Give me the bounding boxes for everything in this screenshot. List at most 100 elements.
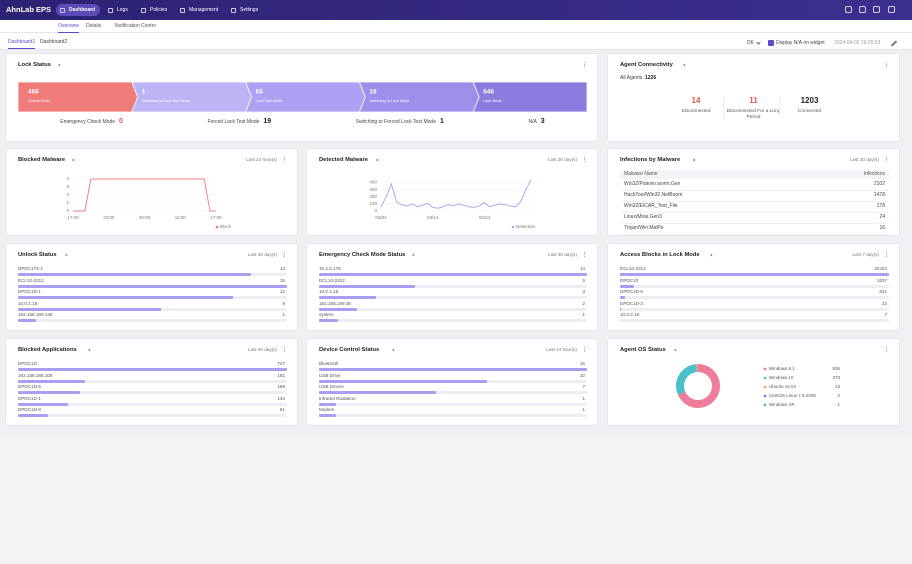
widget-menu[interactable] bbox=[885, 252, 887, 254]
widget-period: Last 30 day(s) bbox=[849, 157, 879, 162]
line-chart: 0 1 2 3 4 17:00 23:00 05:00 11:00 17:00 Block bbox=[66, 176, 231, 229]
widget: Access Blocks in Lock Mode Last 7 day(s) E… bbox=[607, 243, 900, 331]
row-value: 15 bbox=[279, 277, 285, 283]
title-chevron bbox=[709, 253, 713, 257]
nav-item[interactable]: Management bbox=[176, 4, 223, 16]
widget-title[interactable]: Detected Malware bbox=[319, 157, 368, 163]
stat-label: Emergency Check Mode bbox=[60, 118, 116, 125]
stat-label: Switching to Forced Lock Test Mode bbox=[355, 118, 436, 125]
widget-period: Last 30 day(s) bbox=[247, 252, 277, 257]
widget-menu[interactable] bbox=[885, 347, 887, 349]
x-tick-label: 17:00 bbox=[210, 215, 222, 220]
bar-track bbox=[620, 284, 889, 288]
row-value: 81 bbox=[279, 407, 285, 412]
row-label: 10.2.0.178 bbox=[319, 266, 341, 271]
dashboard-tab[interactable]: Dashboard1 bbox=[8, 40, 36, 49]
bar bbox=[18, 391, 81, 394]
row-value: 12 bbox=[279, 289, 285, 294]
row-label: 192.168.185.105 bbox=[18, 372, 53, 378]
dashboard-toolbar: Dashboard1 Dashboard2 D6 Display N/A on wid… bbox=[0, 33, 912, 50]
nav-item[interactable]: Logs bbox=[104, 4, 133, 16]
y-tick-label: 200 bbox=[369, 194, 377, 199]
malware-name: Linux/Mirai.Gen3 bbox=[624, 214, 662, 220]
bar bbox=[18, 414, 48, 417]
widget-menu[interactable] bbox=[283, 252, 285, 254]
sub-nav-item[interactable]: Overview bbox=[58, 24, 79, 33]
widget-menu[interactable] bbox=[283, 157, 285, 159]
lock-segment bbox=[472, 82, 588, 113]
edit-icon[interactable] bbox=[890, 40, 898, 47]
widget-title[interactable]: Device Control Status bbox=[319, 347, 380, 353]
checkbox[interactable] bbox=[768, 40, 774, 46]
segment-label: Switching to Lock Mode bbox=[369, 99, 409, 103]
stat-value: 1 bbox=[439, 118, 444, 125]
widget-period: Last 24 hour(s) bbox=[546, 347, 577, 352]
widget-menu[interactable] bbox=[583, 62, 585, 64]
row-value: 23 bbox=[881, 300, 887, 306]
widget-menu[interactable] bbox=[583, 347, 585, 349]
y-tick-label: 400 bbox=[369, 180, 377, 185]
lock-segment bbox=[131, 82, 253, 113]
widget: Detected Malware Last 30 day(s) 0 100 200 300… bbox=[306, 148, 598, 236]
legend-dot bbox=[763, 367, 767, 371]
header-icon[interactable] bbox=[859, 6, 866, 13]
widget-menu[interactable] bbox=[583, 252, 585, 254]
row-label: 10.0.2.15 bbox=[620, 312, 640, 317]
bar bbox=[620, 284, 634, 288]
widget-menu[interactable] bbox=[885, 62, 887, 64]
infection-count: 2102 bbox=[873, 181, 885, 187]
nav-item[interactable]: Settings bbox=[227, 4, 263, 16]
bar bbox=[18, 307, 162, 311]
legend-dot bbox=[763, 403, 767, 407]
bar bbox=[620, 296, 626, 299]
segment-value: 65 bbox=[256, 89, 264, 96]
widget-title[interactable]: Agent OS Status bbox=[620, 347, 666, 353]
widget-menu[interactable] bbox=[283, 347, 285, 349]
stat-value: 3 bbox=[540, 118, 545, 125]
sub-nav-item[interactable]: Notification Center bbox=[115, 23, 157, 29]
header-icon[interactable] bbox=[845, 6, 852, 13]
sub-nav-item[interactable]: Details bbox=[86, 23, 102, 29]
nav-item[interactable]: Policies bbox=[137, 4, 172, 16]
widget-menu[interactable] bbox=[583, 157, 585, 159]
row-value: 5 bbox=[582, 277, 585, 283]
title-chevron bbox=[57, 63, 61, 67]
stat-label: Disconnected For a Long Period bbox=[726, 109, 781, 120]
bar bbox=[319, 319, 339, 322]
lock-stat: N/A 3 bbox=[528, 118, 544, 125]
select[interactable]: D6 bbox=[747, 40, 754, 46]
lock-stats: Emergency Check Mode 0 Forced Lock Test Mo… bbox=[18, 118, 587, 125]
header-icon[interactable] bbox=[873, 6, 880, 13]
widget: Device Control Status Last 24 hour(s) Blue… bbox=[306, 338, 598, 426]
header-icon[interactable] bbox=[888, 6, 895, 13]
row-value: 1637 bbox=[876, 277, 887, 283]
bar bbox=[18, 402, 68, 406]
widget-title[interactable]: Blocked Applications bbox=[18, 347, 77, 353]
bar-track bbox=[319, 296, 587, 299]
widget-title[interactable]: Infections by Malware bbox=[620, 157, 681, 163]
line-chart: 0 100 200 300 400 03/04 03/14 03/24 Detection bbox=[369, 179, 536, 229]
donut-slice bbox=[696, 364, 698, 373]
row-value: 181 bbox=[277, 372, 285, 378]
dashboard-tab[interactable]: Dashboard2 bbox=[40, 39, 68, 45]
row-label: 192.168.199.125 bbox=[18, 312, 53, 317]
row-label: ECL10-2312 bbox=[18, 277, 44, 283]
widget-title[interactable]: Unlock Status bbox=[18, 252, 57, 258]
connectivity-stat: 11 Disconnected For a Long Period bbox=[723, 96, 783, 121]
widget-title[interactable]: Blocked Malware bbox=[18, 157, 66, 163]
row-divider bbox=[620, 222, 889, 224]
nav-icon bbox=[180, 7, 185, 13]
select-caret bbox=[756, 40, 761, 45]
table-header-bg bbox=[620, 170, 889, 179]
legend-value: 13 bbox=[835, 384, 841, 389]
legend-label: CentOS Linux 7.6.2009 bbox=[769, 393, 816, 398]
widget-title[interactable]: Agent Connectivity bbox=[620, 62, 673, 68]
nav-icon bbox=[141, 7, 146, 13]
row-label: system bbox=[319, 312, 334, 317]
nav-item[interactable]: Dashboard bbox=[56, 4, 101, 16]
widget-title[interactable]: Emergency Check Mode Status bbox=[319, 252, 406, 258]
widget-title[interactable]: Access Blocks in Lock Mode bbox=[620, 252, 700, 258]
widget-menu[interactable] bbox=[885, 157, 887, 159]
widget-title[interactable]: Lock Status bbox=[18, 62, 51, 68]
connectivity-stat: 14 Disconnected bbox=[666, 96, 726, 115]
